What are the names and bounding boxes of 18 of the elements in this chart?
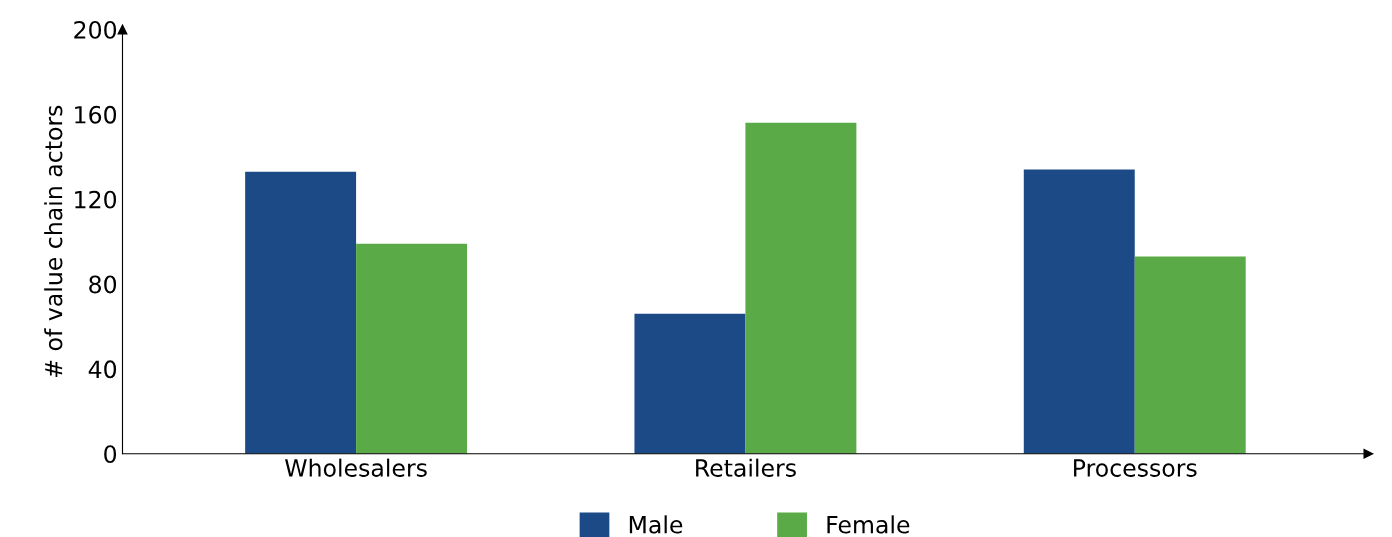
x-tick-label: Wholesalers [285,458,427,477]
x-tick-label: Processors [1074,459,1197,477]
legend-label: Male [629,515,683,534]
y-axis-title: # of value chain actors [44,105,63,377]
bar [1134,256,1246,454]
y-tick-label: 120 [75,190,117,209]
y-tick-label: 200 [74,20,117,39]
y-tick-label: 0 [104,445,117,464]
bar [245,171,357,454]
legend-label: Female [827,515,910,534]
bar [356,243,468,454]
bar [1023,169,1135,454]
x-tick-label: Retailers [696,458,796,477]
bar [745,122,857,454]
y-tick-label: 160 [75,105,117,124]
y-tick-label: 40 [88,360,117,379]
y-tick-label: 80 [89,275,117,294]
bar [634,313,746,454]
